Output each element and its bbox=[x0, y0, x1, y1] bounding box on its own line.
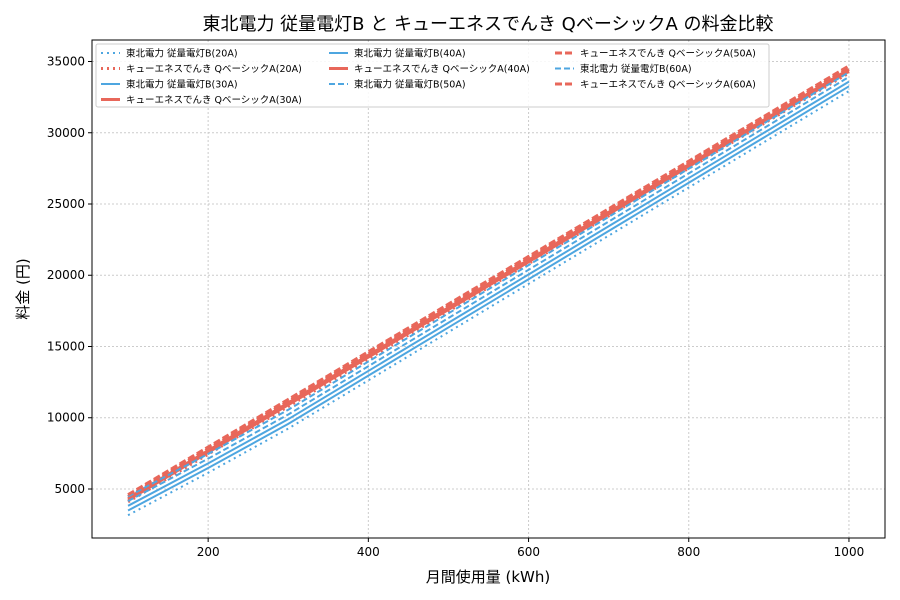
y-axis-ticks: 5000 10000 15000 20000 25000 30000 35000 bbox=[47, 55, 92, 496]
legend-label: 東北電力 従量電灯B(20A) bbox=[126, 48, 238, 60]
legend-box bbox=[95, 43, 770, 108]
legend-label: キューエネスでんき QベーシックA(60A) bbox=[580, 80, 756, 91]
y-tick-label: 10000 bbox=[47, 411, 85, 425]
series-line bbox=[127, 69, 850, 502]
legend: 東北電力 従量電灯B(20A) キューエネスでんき QベーシックA(20A) 東北電… bbox=[95, 43, 770, 108]
x-axis-label: 月間使用量 (kWh) bbox=[426, 568, 551, 586]
y-tick-label: 30000 bbox=[47, 126, 85, 140]
x-tick-label: 800 bbox=[677, 545, 700, 559]
series-line bbox=[127, 85, 850, 512]
series-line bbox=[127, 80, 850, 507]
x-axis-ticks: 200 400 600 800 1000 bbox=[197, 538, 865, 559]
series-line bbox=[127, 90, 850, 517]
legend-label: キューエネスでんき QベーシックA(30A) bbox=[126, 95, 302, 106]
y-tick-label: 15000 bbox=[47, 339, 85, 353]
series-line bbox=[127, 71, 850, 504]
legend-label: キューエネスでんき QベーシックA(40A) bbox=[354, 64, 530, 75]
series-line bbox=[127, 64, 850, 496]
legend-label: キューエネスでんき QベーシックA(20A) bbox=[126, 64, 302, 75]
legend-label: 東北電力 従量電灯B(40A) bbox=[354, 48, 466, 60]
y-tick-label: 5000 bbox=[54, 482, 85, 496]
legend-label: 東北電力 従量電灯B(60A) bbox=[580, 63, 692, 75]
legend-label: 東北電力 従量電灯B(50A) bbox=[354, 79, 466, 91]
x-tick-label: 600 bbox=[517, 545, 540, 559]
series-line bbox=[127, 71, 850, 498]
plot-frame bbox=[91, 39, 886, 539]
series-lines bbox=[127, 64, 850, 517]
x-tick-label: 200 bbox=[197, 545, 220, 559]
chart-title: 東北電力 従量電灯B と キューエネスでんき QベーシックA の料金比較 bbox=[202, 14, 773, 35]
x-tick-label: 400 bbox=[357, 545, 380, 559]
y-tick-label: 35000 bbox=[47, 55, 85, 69]
legend-label: キューエネスでんき QベーシックA(50A) bbox=[580, 49, 756, 60]
series-line bbox=[127, 66, 850, 498]
y-tick-label: 25000 bbox=[47, 197, 85, 211]
series-line bbox=[127, 76, 850, 502]
series-line bbox=[127, 68, 850, 500]
x-tick-label: 1000 bbox=[834, 545, 865, 559]
y-tick-label: 20000 bbox=[47, 268, 85, 282]
y-axis-label: 料金 (円) bbox=[14, 258, 32, 319]
legend-label: 東北電力 従量電灯B(30A) bbox=[126, 79, 238, 91]
